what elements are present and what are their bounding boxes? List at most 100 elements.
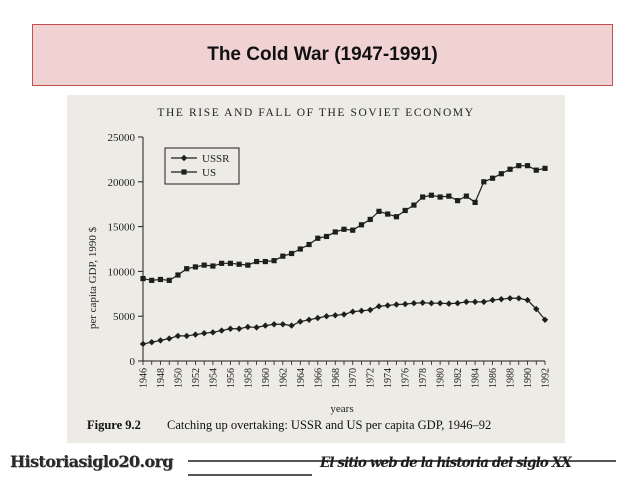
ussr-line bbox=[142, 297, 546, 345]
us-point bbox=[463, 193, 469, 199]
ussr-point bbox=[489, 296, 496, 304]
legend-box bbox=[164, 147, 240, 185]
us-point bbox=[393, 214, 400, 220]
us-point bbox=[446, 193, 452, 199]
ussr-point bbox=[384, 302, 391, 309]
us-point bbox=[489, 175, 496, 181]
ussr-point bbox=[139, 340, 147, 348]
legend-label-us: US bbox=[202, 167, 216, 179]
gdp-chart: THE RISE AND FALL OF THE SOVIET ECONOMY … bbox=[87, 107, 552, 432]
x-tick-label: 1958 bbox=[243, 368, 254, 388]
legend-marker-us bbox=[181, 169, 187, 175]
us-point bbox=[385, 211, 391, 217]
ussr-point bbox=[148, 338, 155, 346]
us-point bbox=[254, 258, 260, 265]
ussr-point bbox=[227, 325, 234, 332]
ussr-point bbox=[524, 296, 531, 304]
x-tick-label: 1976 bbox=[401, 368, 412, 388]
ussr-point bbox=[375, 303, 383, 310]
us-point bbox=[524, 163, 531, 169]
us-point bbox=[542, 165, 548, 171]
us-point bbox=[245, 262, 251, 268]
ussr-point bbox=[297, 318, 304, 325]
us-point bbox=[323, 233, 330, 240]
ussr-point bbox=[358, 307, 365, 315]
y-axis-label: per capita GDP, 1990 $ bbox=[87, 226, 99, 329]
us-point bbox=[175, 272, 181, 278]
ussr-point bbox=[244, 323, 252, 331]
ussr-point bbox=[192, 331, 199, 338]
us-point bbox=[140, 275, 146, 282]
us-point bbox=[201, 262, 207, 268]
ussr-point bbox=[445, 300, 453, 307]
us-point bbox=[420, 194, 426, 200]
us-point bbox=[341, 226, 347, 232]
x-tick-label: 1974 bbox=[383, 368, 394, 388]
ussr-point bbox=[314, 314, 321, 322]
ussr-point bbox=[533, 305, 540, 313]
us-point bbox=[411, 202, 417, 208]
us-point bbox=[192, 264, 199, 270]
us-point bbox=[455, 198, 461, 204]
ussr-point bbox=[174, 332, 182, 340]
y-tick-label: 25000 bbox=[108, 132, 136, 144]
us-point bbox=[210, 263, 216, 269]
us-point bbox=[428, 192, 434, 198]
x-tick-label: 1988 bbox=[506, 368, 517, 388]
x-tick-label: 1960 bbox=[261, 368, 272, 388]
us-point bbox=[166, 277, 172, 283]
ussr-point bbox=[506, 295, 514, 302]
site-tagline: El sitio web de la historia del siglo XX bbox=[320, 455, 572, 471]
us-point bbox=[358, 222, 365, 228]
us-point bbox=[315, 235, 321, 241]
legend-marker-ussr bbox=[180, 154, 188, 162]
x-tick-label: 1950 bbox=[173, 368, 184, 388]
ussr-point bbox=[253, 324, 260, 331]
x-tick-label: 1952 bbox=[191, 368, 202, 388]
x-tick-label: 1982 bbox=[453, 368, 464, 388]
footer-rule-top bbox=[188, 460, 616, 462]
x-tick-label: 1972 bbox=[366, 368, 377, 388]
caption-label: Figure 9.2 bbox=[87, 418, 141, 432]
ussr-point bbox=[340, 311, 348, 318]
ussr-point bbox=[200, 330, 208, 337]
ussr-point bbox=[183, 332, 190, 340]
ussr-point bbox=[463, 298, 470, 306]
ussr-point bbox=[498, 295, 505, 303]
ussr-point bbox=[471, 298, 479, 306]
x-tick-label: 1956 bbox=[226, 368, 237, 388]
us-point bbox=[262, 258, 268, 265]
us-point bbox=[184, 266, 190, 272]
us-point bbox=[402, 207, 408, 214]
us-point bbox=[367, 216, 373, 223]
ussr-point bbox=[279, 321, 287, 328]
ussr-point bbox=[209, 329, 217, 336]
ussr-point bbox=[393, 301, 400, 308]
ussr-point bbox=[401, 300, 409, 308]
y-tick-label: 15000 bbox=[108, 222, 136, 234]
chart-ticks: 0 5000 10000 15000 20000 25000 1946 1948 1950 195… bbox=[108, 132, 552, 388]
x-tick-label: 1990 bbox=[523, 368, 534, 388]
x-tick-label: 1964 bbox=[296, 368, 307, 388]
us-point bbox=[297, 246, 303, 252]
ussr-point bbox=[166, 335, 173, 342]
us-point bbox=[437, 194, 443, 200]
site-logo: Historiasiglo20.org bbox=[10, 452, 173, 471]
slide-title: The Cold War (1947-1991) bbox=[207, 44, 438, 65]
ussr-point bbox=[428, 300, 435, 307]
us-point bbox=[288, 250, 295, 257]
us-point bbox=[280, 253, 286, 259]
ussr-point bbox=[541, 316, 549, 323]
chart-series bbox=[139, 163, 549, 348]
us-point bbox=[481, 179, 487, 185]
ussr-point bbox=[454, 300, 461, 307]
us-point bbox=[149, 277, 155, 283]
y-tick-label: 0 bbox=[130, 356, 136, 368]
ussr-point bbox=[323, 313, 330, 320]
us-point bbox=[219, 260, 225, 266]
footer-rule-bottom bbox=[188, 474, 312, 476]
us-point bbox=[376, 208, 382, 214]
x-tick-label: 1962 bbox=[278, 368, 289, 388]
chart-legend: USSR US bbox=[164, 147, 240, 185]
legend-label-ussr: USSR bbox=[202, 153, 230, 165]
